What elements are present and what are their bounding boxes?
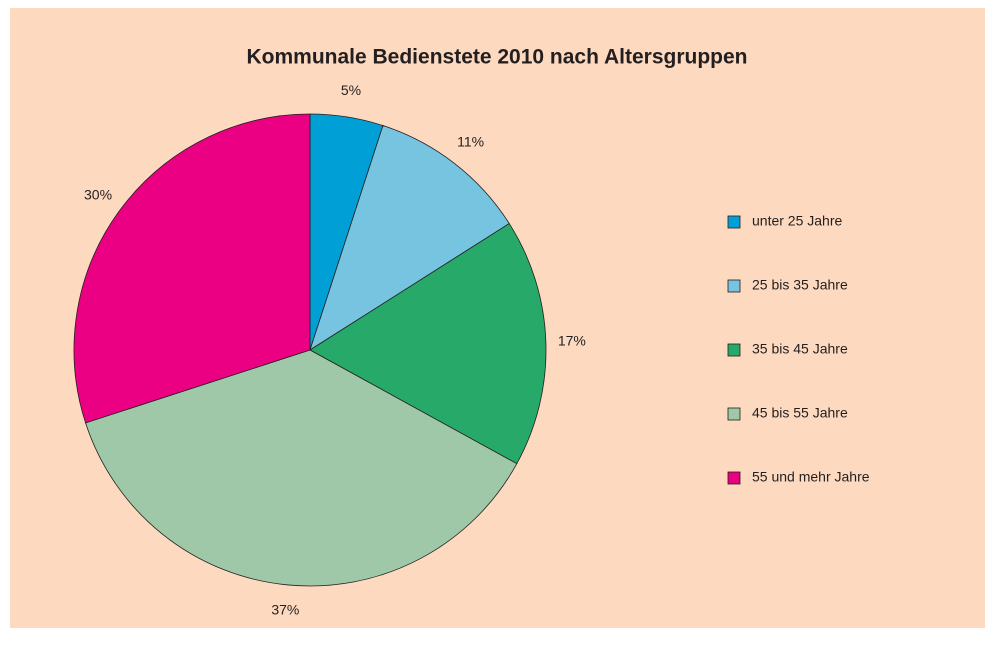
pie-slice [73, 113, 311, 424]
legend-label: 55 und mehr Jahre [752, 469, 870, 485]
pie-slice [85, 349, 518, 587]
legend-swatch [727, 343, 741, 357]
data-label: 5% [341, 82, 361, 98]
legend-label: 35 bis 45 Jahre [752, 341, 848, 357]
data-label: 11% [457, 134, 484, 150]
legend-swatch [727, 407, 741, 421]
legend-label: 45 bis 55 Jahre [752, 405, 848, 421]
pie-slice [309, 222, 547, 465]
legend-swatch [727, 471, 741, 485]
data-label: 37% [271, 602, 299, 618]
pie-slice [309, 125, 510, 351]
legend-swatch [727, 279, 741, 293]
data-label: 17% [558, 332, 586, 348]
data-label: 30% [84, 187, 112, 203]
legend-swatch [727, 215, 741, 229]
legend-label: 25 bis 35 Jahre [752, 277, 848, 293]
chart-title: Kommunale Bedienstete 2010 nach Altersgr… [246, 46, 747, 69]
legend-label: unter 25 Jahre [752, 213, 842, 229]
